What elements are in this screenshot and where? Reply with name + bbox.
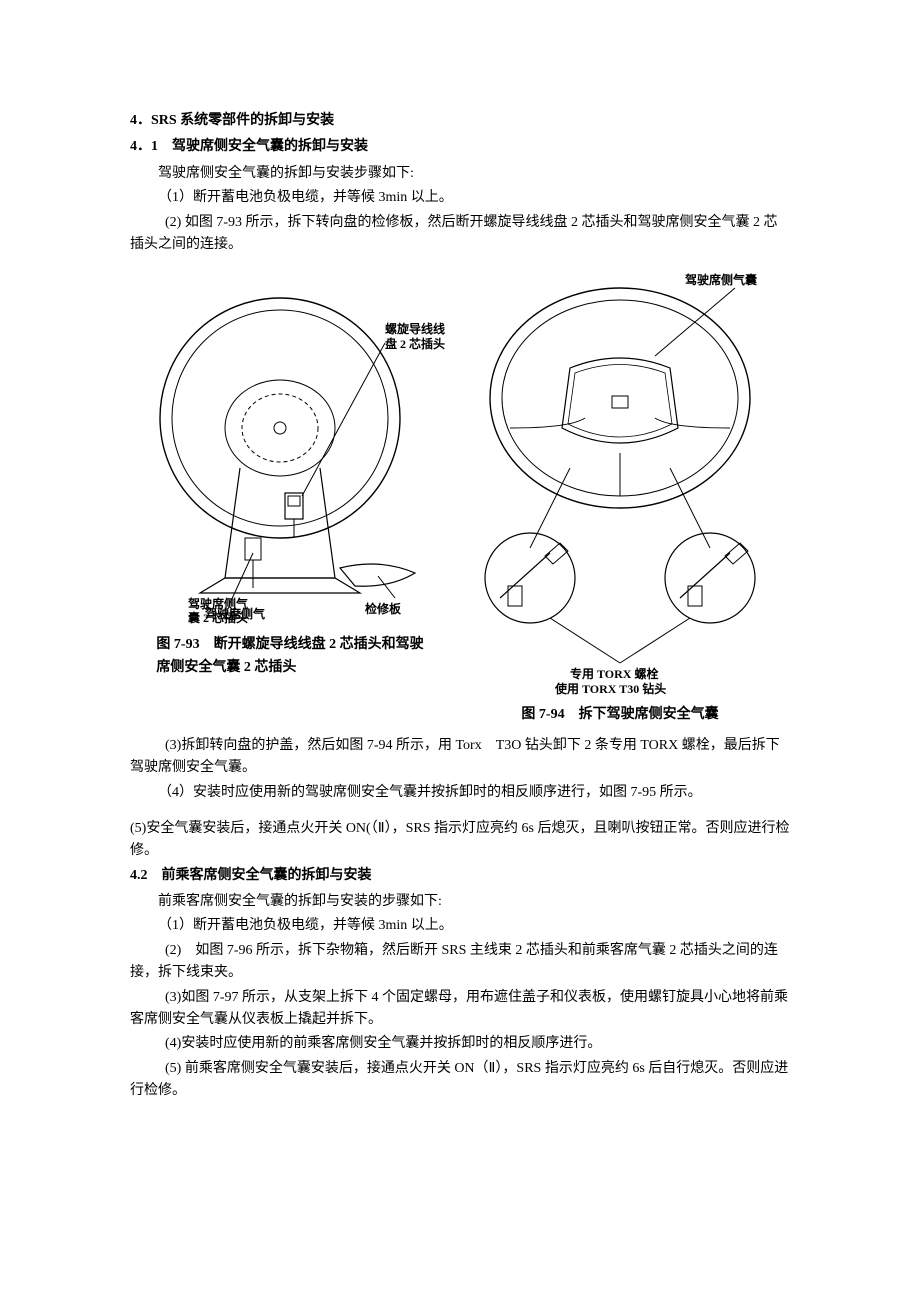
- s42-step3: (3)如图 7-97 所示，从支架上拆下 4 个固定螺母，用布遮住盖子和仪表板，…: [130, 987, 790, 1032]
- fig-7-93-caption: 图 7-93 断开螺旋导线线盘 2 芯插头和驾驶 席侧安全气囊 2 芯插头: [156, 634, 423, 679]
- section-4-title: 4．SRS 系统零部件的拆卸与安装: [130, 110, 790, 132]
- s41-step2: (2) 如图 7-93 所示，拆下转向盘的检修板，然后断开螺旋导线线盘 2 芯插…: [130, 212, 790, 257]
- svg-text:囊 2 芯插头: 囊 2 芯插头: [187, 610, 248, 625]
- s42-step1: （1）断开蓄电池负极电缆，并等候 3min 以上。: [130, 915, 790, 937]
- section-42-title: 4.2 前乘客席侧安全气囊的拆卸与安装: [130, 865, 790, 887]
- fig-7-94-caption: 图 7-94 拆下驾驶席侧安全气囊: [521, 704, 718, 726]
- figures-row: 螺旋导线线 盘 2 芯插头 驾驶席侧气 检修板 驾驶席侧气 囊 2 芯插头 图 …: [130, 268, 790, 726]
- s41-step1: （1）断开蓄电池负极电缆，并等候 3min 以上。: [130, 187, 790, 209]
- figure-7-93: 螺旋导线线 盘 2 芯插头 驾驶席侧气 检修板 驾驶席侧气 囊 2 芯插头 图 …: [130, 268, 450, 679]
- label-torx-bit: 使用 TORX T30 钻头: [554, 681, 666, 696]
- label-access-panel: 检修板: [365, 601, 402, 616]
- fig-7-94-svg: 驾驶席侧气囊 专用 TORX 螺栓 使用 TORX T30 钻: [460, 268, 780, 698]
- s42-step4: (4)安装时应使用新的前乘客席侧安全气囊并按拆卸时的相反顺序进行。: [130, 1033, 790, 1055]
- page: 4．SRS 系统零部件的拆卸与安装 4．1 驾驶席侧安全气囊的拆卸与安装 驾驶席…: [0, 0, 920, 1302]
- section-41-title: 4．1 驾驶席侧安全气囊的拆卸与安装: [130, 136, 790, 158]
- s41-step4: （4）安装时应使用新的驾驶席侧安全气囊并按拆卸时的相反顺序进行，如图 7-95 …: [130, 782, 790, 804]
- label-driver-airbag: 驾驶席侧气囊: [684, 272, 758, 287]
- label-torx-bolt: 专用 TORX 螺栓: [570, 666, 658, 681]
- s42-step5: (5) 前乘客席侧安全气囊安装后，接通点火开关 ON（Ⅱ），SRS 指示灯应亮约…: [130, 1058, 790, 1103]
- s42-step2: (2) 如图 7-96 所示，拆下杂物箱，然后断开 SRS 主线束 2 芯插头和…: [130, 940, 790, 985]
- label-spiral-2pin-l2: 盘 2 芯插头: [385, 336, 445, 351]
- s41-step3: (3)拆卸转向盘的护盖，然后如图 7-94 所示，用 Torx T3O 钻头卸下…: [130, 735, 790, 780]
- fig-7-93-caption-l2: 席侧安全气囊 2 芯插头: [156, 657, 423, 679]
- figure-7-94: 驾驶席侧气囊 专用 TORX 螺栓 使用 TORX T30 钻: [460, 268, 780, 726]
- s41-step5: (5)安全气囊安装后，接通点火开关 ON(（Ⅱ），SRS 指示灯应亮约 6s 后…: [130, 818, 790, 863]
- fig-7-93-caption-l1: 图 7-93 断开螺旋导线线盘 2 芯插头和驾驶: [156, 634, 423, 656]
- fig-7-93-svg: 螺旋导线线 盘 2 芯插头 驾驶席侧气 检修板 驾驶席侧气 囊 2 芯插头: [130, 268, 450, 628]
- s42-intro: 前乘客席侧安全气囊的拆卸与安装的步骤如下:: [130, 891, 790, 913]
- svg-text:驾驶席侧气: 驾驶席侧气: [187, 596, 248, 611]
- label-spiral-2pin: 螺旋导线线: [385, 321, 445, 336]
- s41-intro: 驾驶席侧安全气囊的拆卸与安装步骤如下:: [130, 163, 790, 185]
